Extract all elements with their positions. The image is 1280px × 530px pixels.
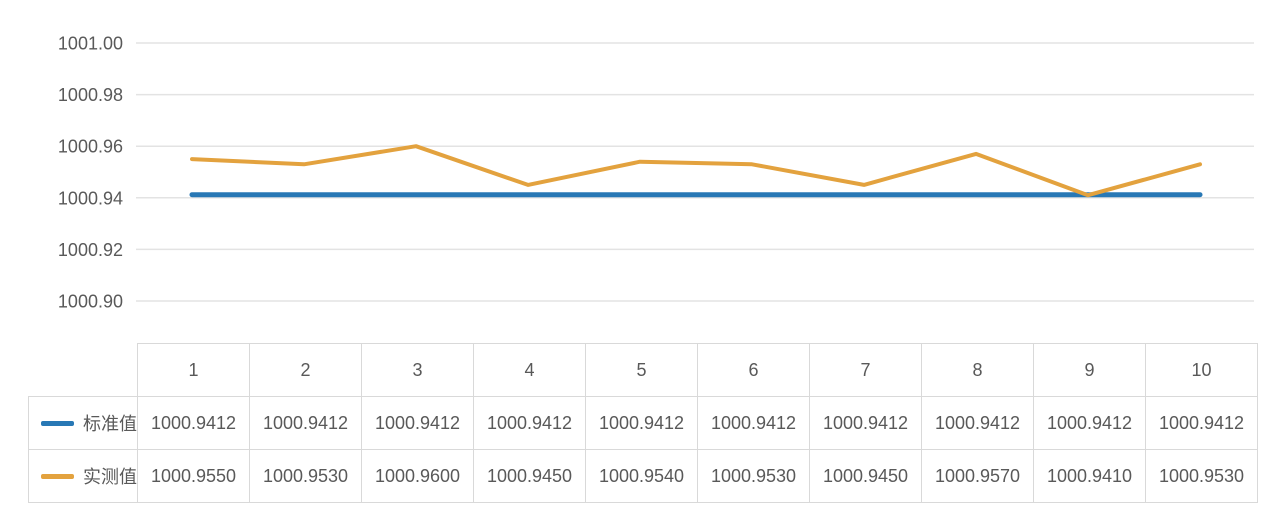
column-header-3: 3 bbox=[361, 343, 474, 397]
column-header-7: 7 bbox=[809, 343, 922, 397]
y-tick-label: 1001.00 bbox=[58, 34, 123, 54]
table-row-measured-value: 实测值 1000.9550 1000.9530 1000.9600 1000.9… bbox=[28, 449, 1258, 503]
table-cell: 1000.9450 bbox=[809, 449, 922, 503]
column-header-2: 2 bbox=[249, 343, 362, 397]
line-chart: 1001.00 1000.98 1000.96 1000.94 1000.92 … bbox=[58, 34, 1254, 312]
legend-cell-standard-value: 标准值 bbox=[28, 396, 138, 450]
table-cell: 1000.9530 bbox=[697, 449, 810, 503]
table-cell: 1000.9412 bbox=[473, 396, 586, 450]
column-header-10: 10 bbox=[1145, 343, 1258, 397]
legend-cell-measured-value: 实测值 bbox=[28, 449, 138, 503]
legend-label-measured-value: 实测值 bbox=[83, 467, 137, 487]
table-cell: 1000.9530 bbox=[249, 449, 362, 503]
measured-value-line-swatch-icon bbox=[41, 473, 74, 479]
y-tick-label: 1000.96 bbox=[58, 137, 123, 157]
data-table: 1 2 3 4 5 6 7 8 9 10 标准值 1000.9 bbox=[28, 343, 1258, 503]
standard-value-line-swatch-icon bbox=[41, 420, 74, 426]
table-cell: 1000.9450 bbox=[473, 449, 586, 503]
table-cell: 1000.9412 bbox=[1145, 396, 1258, 450]
table-cell: 1000.9410 bbox=[1033, 449, 1146, 503]
table-corner-cell bbox=[29, 344, 138, 397]
table-cell: 1000.9540 bbox=[585, 449, 698, 503]
y-tick-label: 1000.94 bbox=[58, 188, 123, 208]
table-cell: 1000.9412 bbox=[809, 396, 922, 450]
column-header-1: 1 bbox=[137, 343, 250, 397]
table-row-standard-value: 标准值 1000.9412 1000.9412 1000.9412 1000.9… bbox=[28, 396, 1258, 450]
column-header-6: 6 bbox=[697, 343, 810, 397]
y-tick-label: 1000.98 bbox=[58, 85, 123, 105]
table-cell: 1000.9412 bbox=[137, 396, 250, 450]
table-cell: 1000.9412 bbox=[585, 396, 698, 450]
column-header-4: 4 bbox=[473, 343, 586, 397]
y-tick-label: 1000.92 bbox=[58, 240, 123, 260]
table-header-row: 1 2 3 4 5 6 7 8 9 10 bbox=[29, 343, 1258, 397]
y-axis-labels: 1001.00 1000.98 1000.96 1000.94 1000.92 … bbox=[58, 34, 123, 312]
table-cell: 1000.9412 bbox=[1033, 396, 1146, 450]
table-cell: 1000.9412 bbox=[249, 396, 362, 450]
column-header-9: 9 bbox=[1033, 343, 1146, 397]
y-tick-label: 1000.90 bbox=[58, 292, 123, 312]
table-cell: 1000.9412 bbox=[921, 396, 1034, 450]
column-header-5: 5 bbox=[585, 343, 698, 397]
table-cell: 1000.9600 bbox=[361, 449, 474, 503]
column-header-8: 8 bbox=[921, 343, 1034, 397]
table-cell: 1000.9570 bbox=[921, 449, 1034, 503]
table-cell: 1000.9550 bbox=[137, 449, 250, 503]
legend-label-standard-value: 标准值 bbox=[83, 414, 137, 434]
measured-value-line bbox=[190, 144, 1202, 198]
table-cell: 1000.9412 bbox=[361, 396, 474, 450]
table-cell: 1000.9530 bbox=[1145, 449, 1258, 503]
table-cell: 1000.9412 bbox=[697, 396, 810, 450]
gridlines bbox=[136, 42, 1254, 302]
